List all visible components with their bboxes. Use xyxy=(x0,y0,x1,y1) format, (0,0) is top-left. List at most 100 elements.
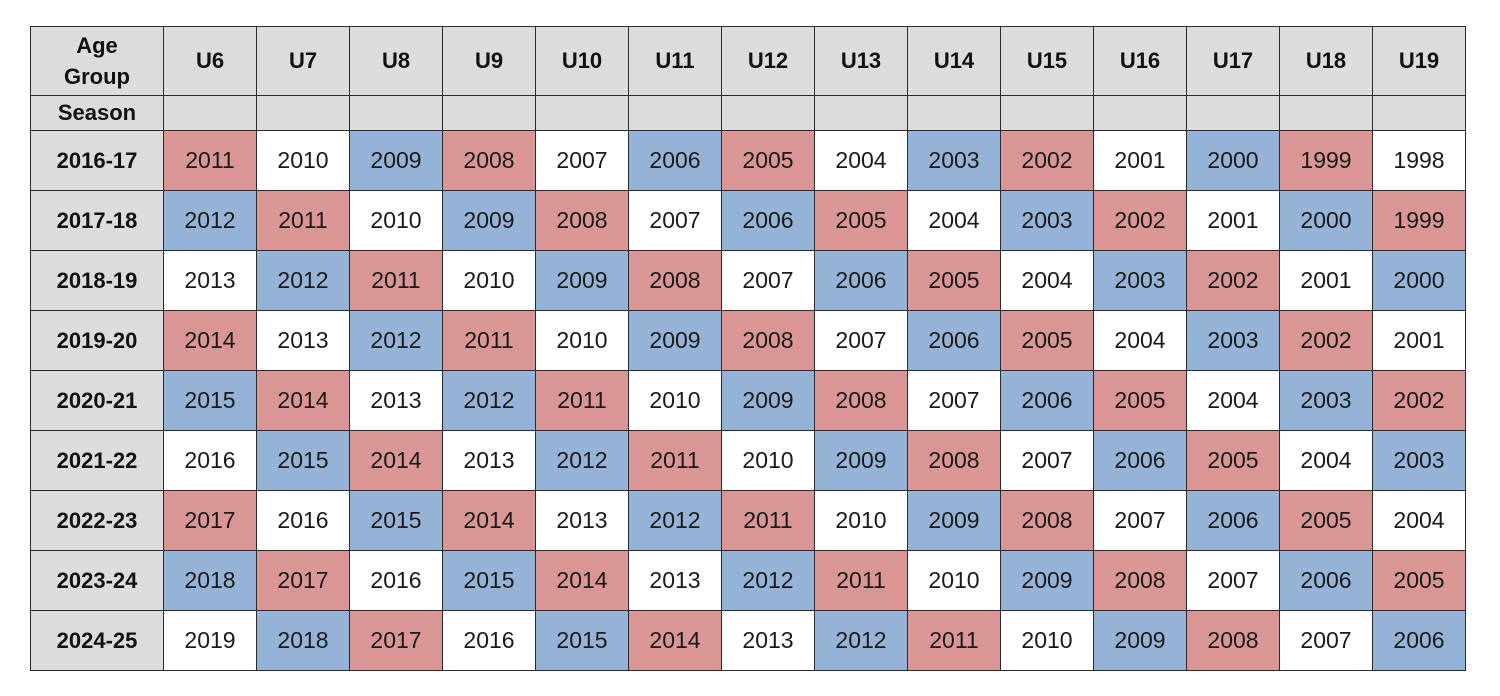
table-row: 2022-23 2017 2016 2015 2014 2013 2012 2011 2010 2… xyxy=(30,490,1466,551)
birth-year-cell: 2004 xyxy=(1372,490,1466,551)
birth-year-cell: 2000 xyxy=(1279,190,1373,251)
birth-year-cell: 2010 xyxy=(814,490,908,551)
season-row-empty-cell xyxy=(535,95,629,131)
age-group-header-u11: U11 xyxy=(628,26,722,96)
birth-year-cell: 2005 xyxy=(1093,370,1187,431)
birth-year-cell: 2015 xyxy=(535,610,629,671)
season-cell: 2023-24 xyxy=(30,550,164,611)
birth-year-cell: 2016 xyxy=(442,610,536,671)
table-row: 2023-24 2018 2017 2016 2015 2014 2013 2012 2011 2… xyxy=(30,550,1466,611)
birth-year-cell: 2006 xyxy=(1279,550,1373,611)
season-rows: 2016-17 2011 2010 2009 2008 2007 2006 2005 2004 2… xyxy=(30,130,1466,671)
table-row: 2017-18 2012 2011 2010 2009 2008 2007 2006 2005 2… xyxy=(30,190,1466,251)
birth-year-cell: 2008 xyxy=(1186,610,1280,671)
season-row-empty-cell xyxy=(1093,95,1187,131)
birth-year-cell: 2010 xyxy=(628,370,722,431)
age-group-header-u12: U12 xyxy=(721,26,815,96)
birth-year-cell: 2007 xyxy=(721,250,815,311)
birth-year-cell: 2007 xyxy=(814,310,908,371)
birth-year-cell: 2000 xyxy=(1186,130,1280,191)
birth-year-cell: 2006 xyxy=(907,310,1001,371)
birth-year-cell: 2010 xyxy=(535,310,629,371)
birth-year-cell: 2006 xyxy=(1186,490,1280,551)
birth-year-cell: 2005 xyxy=(1186,430,1280,491)
birth-year-cell: 2013 xyxy=(442,430,536,491)
birth-year-cell: 2002 xyxy=(1372,370,1466,431)
season-cell: 2016-17 xyxy=(30,130,164,191)
age-group-table: Age Group U6 U7 U8 U9 U10 U11 U12 U13 U14 U15 U16 U… xyxy=(30,26,1466,671)
birth-year-cell: 2007 xyxy=(535,130,629,191)
birth-year-cell: 2017 xyxy=(163,490,257,551)
birth-year-cell: 2001 xyxy=(1186,190,1280,251)
birth-year-cell: 2011 xyxy=(628,430,722,491)
birth-year-cell: 2013 xyxy=(256,310,350,371)
birth-year-cell: 2007 xyxy=(1093,490,1187,551)
birth-year-cell: 2005 xyxy=(1000,310,1094,371)
birth-year-cell: 2008 xyxy=(442,130,536,191)
age-group-header-u19: U19 xyxy=(1372,26,1466,96)
birth-year-cell: 2006 xyxy=(1093,430,1187,491)
season-cell: 2022-23 xyxy=(30,490,164,551)
birth-year-cell: 2003 xyxy=(1186,310,1280,371)
birth-year-cell: 2007 xyxy=(1279,610,1373,671)
season-row-empty-cell xyxy=(163,95,257,131)
birth-year-cell: 2007 xyxy=(907,370,1001,431)
birth-year-cell: 2009 xyxy=(721,370,815,431)
birth-year-cell: 2004 xyxy=(1186,370,1280,431)
birth-year-cell: 2011 xyxy=(256,190,350,251)
birth-year-cell: 2010 xyxy=(1000,610,1094,671)
birth-year-cell: 2000 xyxy=(1372,250,1466,311)
table-row: 2018-19 2013 2012 2011 2010 2009 2008 2007 2006 2… xyxy=(30,250,1466,311)
birth-year-cell: 2007 xyxy=(1000,430,1094,491)
birth-year-cell: 2010 xyxy=(256,130,350,191)
birth-year-cell: 2012 xyxy=(721,550,815,611)
birth-year-cell: 2011 xyxy=(535,370,629,431)
birth-year-cell: 2012 xyxy=(349,310,443,371)
birth-year-cell: 2003 xyxy=(1093,250,1187,311)
birth-year-cell: 2015 xyxy=(256,430,350,491)
birth-year-cell: 2018 xyxy=(256,610,350,671)
age-group-corner-header: Age Group xyxy=(30,26,164,96)
birth-year-cell: 2001 xyxy=(1093,130,1187,191)
birth-year-cell: 2011 xyxy=(907,610,1001,671)
birth-year-cell: 2007 xyxy=(1186,550,1280,611)
age-group-header-u14: U14 xyxy=(907,26,1001,96)
birth-year-cell: 2014 xyxy=(163,310,257,371)
birth-year-cell: 2008 xyxy=(535,190,629,251)
birth-year-cell: 1999 xyxy=(1279,130,1373,191)
birth-year-cell: 2016 xyxy=(163,430,257,491)
birth-year-cell: 2002 xyxy=(1279,310,1373,371)
birth-year-cell: 2013 xyxy=(535,490,629,551)
table-row: 2016-17 2011 2010 2009 2008 2007 2006 2005 2004 2… xyxy=(30,130,1466,191)
birth-year-cell: 2011 xyxy=(163,130,257,191)
age-group-header-u17: U17 xyxy=(1186,26,1280,96)
birth-year-cell: 2011 xyxy=(349,250,443,311)
birth-year-cell: 2017 xyxy=(349,610,443,671)
corner-label-line2: Group xyxy=(64,64,130,89)
birth-year-cell: 2006 xyxy=(628,130,722,191)
birth-year-cell: 2009 xyxy=(907,490,1001,551)
season-cell: 2019-20 xyxy=(30,310,164,371)
season-cell: 2024-25 xyxy=(30,610,164,671)
birth-year-cell: 2018 xyxy=(163,550,257,611)
birth-year-cell: 2010 xyxy=(349,190,443,251)
birth-year-cell: 2012 xyxy=(814,610,908,671)
table-row: 2019-20 2014 2013 2012 2011 2010 2009 2008 2007 2… xyxy=(30,310,1466,371)
birth-year-cell: 2014 xyxy=(628,610,722,671)
birth-year-cell: 2012 xyxy=(442,370,536,431)
birth-year-cell: 2008 xyxy=(1093,550,1187,611)
birth-year-cell: 2015 xyxy=(442,550,536,611)
birth-year-cell: 2014 xyxy=(349,430,443,491)
birth-year-cell: 2009 xyxy=(442,190,536,251)
birth-year-cell: 2013 xyxy=(628,550,722,611)
season-cell: 2020-21 xyxy=(30,370,164,431)
season-row-empty-cell xyxy=(721,95,815,131)
birth-year-cell: 2014 xyxy=(256,370,350,431)
birth-year-cell: 2011 xyxy=(442,310,536,371)
age-group-header-u13: U13 xyxy=(814,26,908,96)
birth-year-cell: 2016 xyxy=(349,550,443,611)
birth-year-cell: 2001 xyxy=(1279,250,1373,311)
table-row: 2024-25 2019 2018 2017 2016 2015 2014 2013 2012 2… xyxy=(30,610,1466,671)
birth-year-cell: 2005 xyxy=(721,130,815,191)
birth-year-cell: 2005 xyxy=(1279,490,1373,551)
